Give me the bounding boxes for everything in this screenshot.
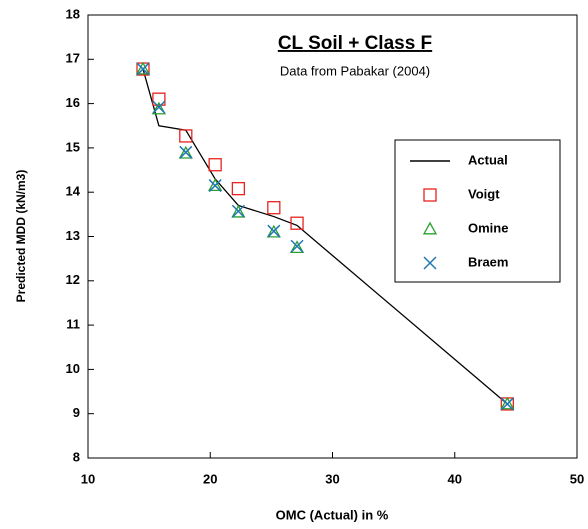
x-tick-label: 50 (570, 471, 584, 486)
data-point (500, 397, 514, 411)
legend-label: Omine (468, 220, 508, 235)
chart-title: CL Soil + Class F (278, 33, 432, 54)
y-tick-label: 13 (66, 228, 80, 243)
x-tick-label: 20 (203, 471, 217, 486)
data-point (266, 224, 281, 238)
legend (394, 139, 561, 283)
legend-label: Voigt (468, 186, 500, 201)
data-point (231, 182, 246, 196)
y-tick-label: 14 (66, 184, 81, 199)
x-tick-label: 30 (325, 471, 339, 486)
data-point (290, 239, 304, 253)
data-point (208, 158, 222, 172)
x-axis-label: OMC (Actual) in % (276, 507, 389, 522)
legend-symbol (423, 256, 437, 270)
legend-symbol (423, 188, 437, 202)
data-point (179, 145, 193, 159)
data-point (151, 101, 167, 115)
data-point (500, 396, 515, 410)
y-tick-label: 12 (66, 272, 80, 287)
data-point (290, 216, 304, 230)
y-tick-label: 16 (66, 95, 80, 110)
y-axis-label: Predicted MDD (kN/m3) (14, 170, 28, 303)
data-point (152, 100, 166, 114)
data-point (136, 62, 150, 76)
y-tick-label: 9 (73, 405, 80, 420)
data-point (267, 201, 281, 215)
y-tick-label: 15 (66, 139, 80, 154)
data-point (267, 224, 281, 238)
data-point (208, 179, 222, 193)
data-point (135, 61, 151, 75)
data-point (152, 92, 166, 106)
data-point (179, 129, 193, 143)
legend-symbol (422, 221, 438, 235)
data-point (289, 240, 305, 254)
y-tick-label: 10 (66, 361, 80, 376)
data-point (231, 204, 246, 218)
data-point (178, 145, 193, 159)
chart-subtitle: Data from Pabakar (2004) (280, 63, 430, 78)
data-point (231, 204, 245, 218)
y-tick-label: 11 (66, 317, 80, 332)
legend-label: Actual (468, 152, 508, 167)
data-point (208, 178, 223, 192)
y-tick-label: 17 (66, 51, 80, 66)
series-line (142, 68, 508, 405)
x-tick-label: 40 (448, 471, 462, 486)
y-tick-label: 8 (73, 449, 80, 464)
x-tick-label: 10 (81, 471, 95, 486)
legend-label: Braem (468, 254, 508, 269)
y-tick-label: 18 (66, 6, 80, 21)
